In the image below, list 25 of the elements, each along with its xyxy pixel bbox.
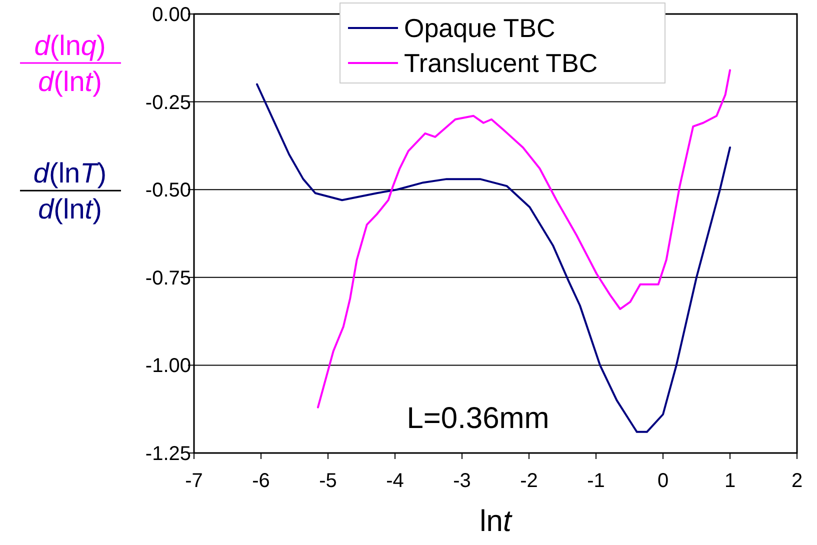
y-tick-label: -0.25 <box>145 92 191 114</box>
text: d(lnT) <box>33 158 107 189</box>
y-tick-label: -0.50 <box>145 180 191 202</box>
x-tick-label: -3 <box>453 470 471 492</box>
x-tick-label: -6 <box>252 470 270 492</box>
annotation: L=0.36mm <box>406 402 550 435</box>
legend-label: Translucent TBC <box>404 48 598 78</box>
x-tick-label: 0 <box>657 470 669 492</box>
y-tick-label: -1.25 <box>145 443 191 465</box>
y-tick-label: -0.75 <box>145 267 191 290</box>
x-tick-label: -1 <box>587 470 605 492</box>
x-tick-label: 2 <box>791 470 803 492</box>
x-tick-label: -7 <box>185 470 203 492</box>
x-tick-label: -5 <box>319 470 337 492</box>
y-tick-label: 0.00 <box>152 4 191 26</box>
x-tick-label: 1 <box>724 470 736 492</box>
line-series <box>256 83 731 433</box>
legend-label: Opaque TBC <box>404 13 556 43</box>
text: d(lnt) <box>38 66 102 97</box>
text: d(lnt) <box>38 194 102 225</box>
x-axis-title: lnt <box>480 505 514 538</box>
y-tick-label: -1.00 <box>145 355 191 378</box>
text: d(lnq) <box>34 30 106 61</box>
x-tick-label: -4 <box>386 470 404 492</box>
x-tick-label: -2 <box>520 470 538 492</box>
